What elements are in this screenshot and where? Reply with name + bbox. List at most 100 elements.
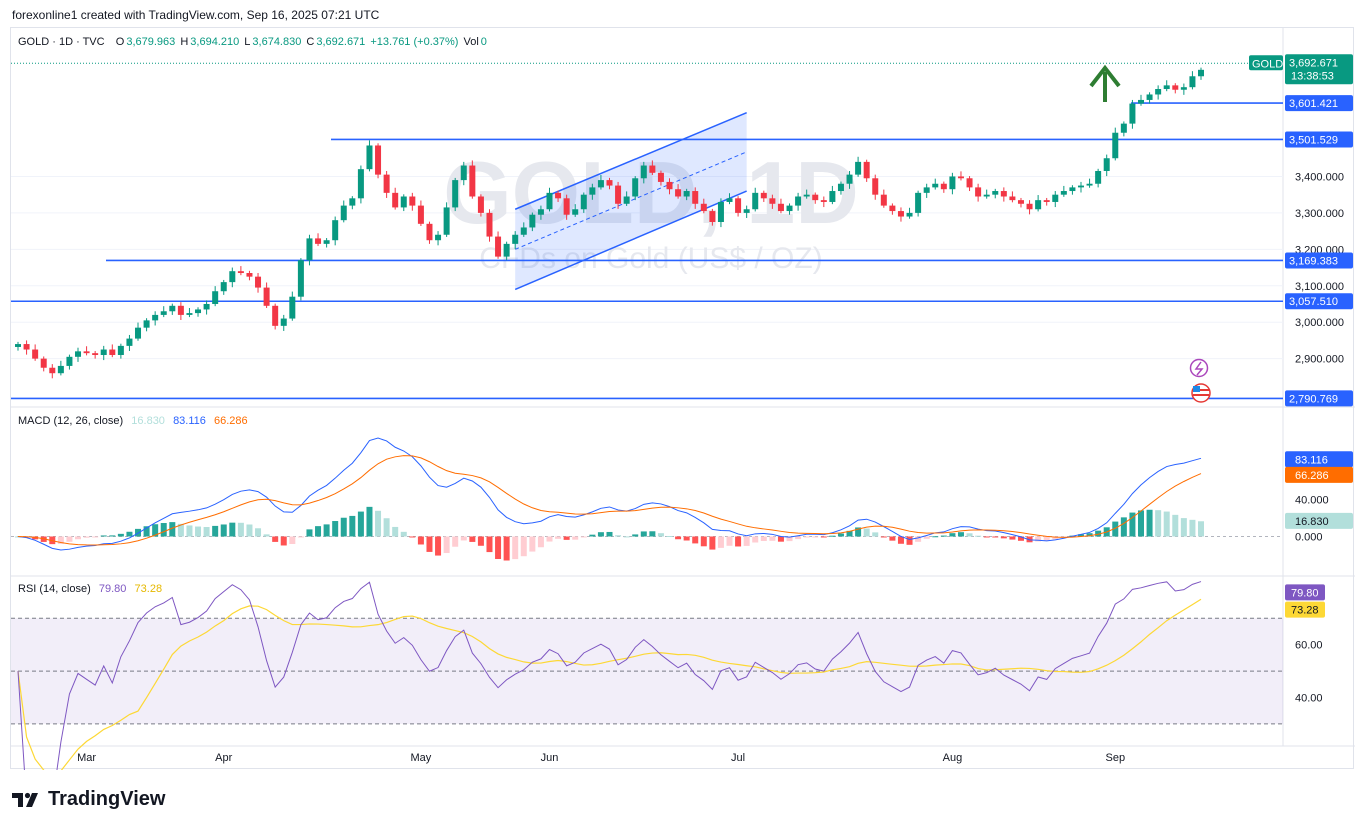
volume-value: 0	[480, 36, 487, 48]
candle	[477, 196, 484, 213]
tradingview-brand[interactable]: TradingView	[12, 788, 165, 811]
macd-histogram-bar	[452, 536, 459, 547]
macd-histogram-bar	[649, 531, 656, 537]
macd-histogram-bar	[280, 536, 287, 546]
candle	[1146, 94, 1153, 100]
last-price-tag	[1285, 54, 1353, 85]
candle	[332, 220, 339, 241]
candle	[743, 209, 750, 213]
candle	[340, 205, 347, 221]
macd-histogram-bar	[1043, 536, 1050, 541]
macd-histogram-bar	[1155, 510, 1162, 537]
macd-histogram-bar	[469, 536, 476, 542]
macd-histogram-bar	[212, 525, 219, 537]
candle	[1069, 187, 1076, 192]
macd-histogram-bar	[169, 522, 176, 537]
macd-histogram-bar	[812, 536, 819, 538]
macd-signal-line	[17, 455, 1202, 546]
tradingview-logo-icon	[12, 792, 38, 807]
level-price-label: 3,169.383	[1289, 255, 1338, 267]
candle	[975, 187, 982, 197]
macd-histogram-bar	[255, 528, 262, 537]
candle	[572, 209, 579, 215]
candle	[452, 180, 459, 208]
macd-histogram-bar	[486, 536, 493, 553]
rsi-legend: RSI (14, close) 79.80 73.28	[18, 583, 164, 595]
candle	[563, 198, 570, 215]
macd-value-label: 83.116	[1295, 454, 1328, 466]
candle	[272, 305, 279, 326]
macd-histogram-bar	[589, 534, 596, 537]
candle	[349, 198, 356, 206]
candle	[169, 305, 176, 312]
candle	[529, 214, 536, 228]
candle	[14, 344, 22, 347]
macd-histogram-bar	[932, 536, 939, 538]
candle	[1163, 85, 1170, 90]
candle	[692, 191, 699, 204]
candle	[280, 318, 287, 326]
macd-histogram-bar	[426, 536, 433, 552]
candle	[152, 314, 159, 321]
macd-legend: MACD (12, 26, close) 16.830 83.116 66.28…	[18, 415, 250, 427]
macd-histogram-bar	[795, 536, 802, 540]
macd-histogram-bar	[992, 536, 999, 538]
macd-histogram-bar	[683, 536, 690, 541]
macd-histogram-bar	[83, 536, 90, 538]
macd-histogram-bar	[769, 536, 776, 541]
candle	[1052, 194, 1059, 202]
time-tick-label: Apr	[215, 752, 232, 764]
level-price-tag	[1285, 131, 1353, 148]
rsi-ma-line	[17, 598, 1202, 770]
candle	[717, 201, 724, 222]
price-tick-label: 3,000.000	[1295, 317, 1344, 329]
low-value: 3,674.830	[252, 36, 302, 48]
macd-value-label: 16.830	[1295, 516, 1329, 528]
symbol-label[interactable]: GOLD · 1D · TVC	[18, 36, 105, 48]
macd-histogram-bar	[340, 517, 347, 537]
candle	[795, 196, 802, 206]
candle	[906, 212, 913, 217]
macd-histogram-bar	[375, 510, 382, 537]
candle	[160, 311, 167, 315]
macd-histogram-bar	[1146, 509, 1153, 537]
macd-label[interactable]: MACD (12, 26, close)	[18, 415, 124, 427]
us-flag-icon	[1191, 383, 1211, 403]
watermark-subtitle: CFDs on Gold (US$ / OZ)	[479, 242, 822, 275]
candle	[289, 296, 296, 319]
candle	[597, 180, 604, 188]
rsi-label[interactable]: RSI (14, close)	[18, 583, 91, 595]
chart-frame[interactable]: 2,900.000 3,000.000 3,100.000 3,200.000 3,30…	[10, 27, 1355, 770]
level-price-tag	[1285, 293, 1353, 310]
candle	[683, 191, 690, 197]
channel-upper-line	[514, 112, 747, 210]
candle	[615, 185, 622, 204]
macd-histogram-bar	[606, 531, 613, 537]
macd-histogram-bar	[529, 536, 536, 552]
rsi-tick-label: 60.00	[1295, 640, 1323, 652]
macd-histogram-bar	[1189, 519, 1196, 537]
rsi-value-tag	[1285, 584, 1325, 601]
macd-histogram-bar	[820, 536, 827, 538]
candle	[83, 351, 90, 354]
candle	[752, 192, 759, 210]
chart-canvas[interactable]: 2,900.000 3,000.000 3,100.000 3,200.000 3,30…	[11, 28, 1355, 770]
symbol-tag-label: GOLD	[1252, 58, 1283, 70]
macd-histogram-bar	[983, 536, 990, 538]
candle	[1000, 191, 1007, 197]
candle	[880, 194, 887, 206]
macd-histogram-bar	[177, 523, 184, 537]
level-price-label: 3,601.421	[1289, 98, 1338, 110]
macd-histogram-bar	[195, 526, 202, 537]
macd-histogram-bar	[940, 535, 947, 537]
candle	[1180, 87, 1187, 90]
candle	[297, 260, 304, 297]
candle	[940, 183, 947, 190]
macd-histogram-bar	[306, 529, 313, 537]
macd-line	[17, 437, 1202, 551]
candle	[220, 282, 227, 292]
price-tick-label: 3,400.000	[1295, 171, 1344, 183]
candle	[135, 327, 142, 339]
candle	[932, 183, 939, 188]
candle	[1103, 158, 1110, 171]
